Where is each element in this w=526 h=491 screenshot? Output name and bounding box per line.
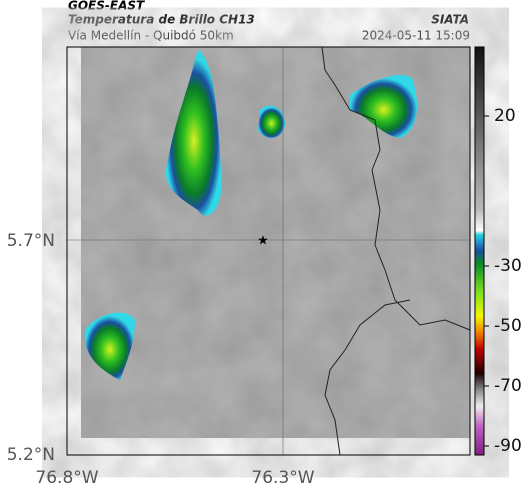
border bbox=[324, 299, 411, 456]
colorbar-tick-label: -70 bbox=[494, 376, 522, 396]
timestamp: 2024-05-11 15:09 bbox=[362, 29, 470, 43]
map-border bbox=[66, 46, 471, 456]
lat-label: 5.7°N bbox=[7, 231, 55, 251]
lat-label: 5.2°N bbox=[7, 445, 55, 465]
colorbar-tick-label: -30 bbox=[494, 256, 522, 276]
location-marker: ★ bbox=[257, 234, 269, 249]
border bbox=[321, 46, 471, 331]
cloud-cell bbox=[84, 312, 135, 380]
cloud-cell bbox=[165, 50, 222, 216]
cloud-cell bbox=[258, 105, 285, 138]
map: ★ bbox=[66, 46, 471, 456]
lon-label: 76.8°W bbox=[35, 468, 98, 488]
location: Vía Medellín - Quibdó 50km bbox=[68, 29, 234, 43]
colorbar-tick-label: 20 bbox=[494, 106, 516, 126]
satellite: GOES-EAST bbox=[68, 0, 145, 13]
colorbar-scale bbox=[474, 46, 485, 456]
cloud-cell bbox=[350, 75, 417, 138]
colorbar-tick-label: -50 bbox=[494, 316, 522, 336]
product: Temperatura de Brillo CH13 bbox=[68, 13, 255, 27]
colorbar: 20 -30 -50 -70 -90 bbox=[474, 46, 522, 456]
colorbar-tick-label: -90 bbox=[494, 436, 522, 456]
source: SIATA bbox=[431, 13, 469, 27]
lon-label: 76.3°W bbox=[251, 468, 314, 488]
